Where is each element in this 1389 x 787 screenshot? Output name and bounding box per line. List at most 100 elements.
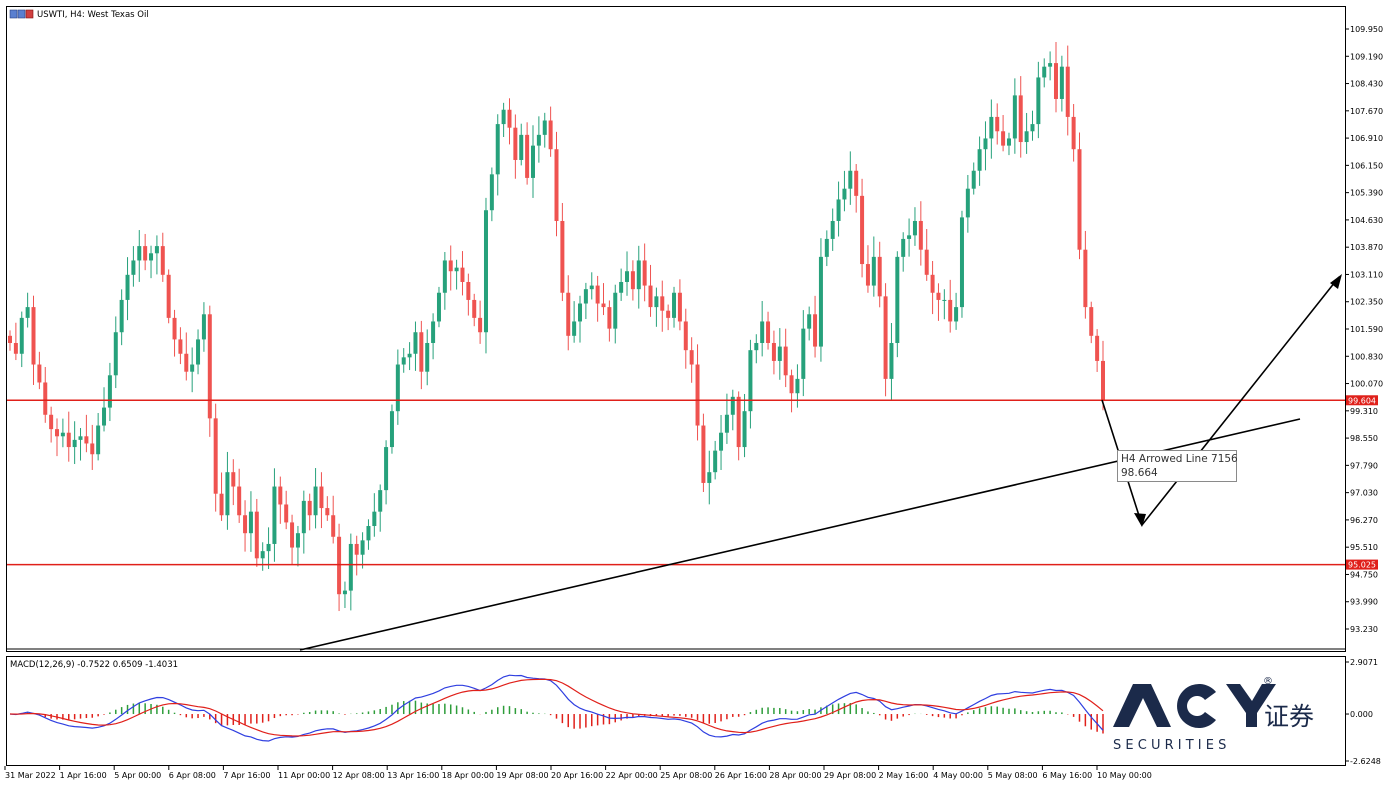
candle	[724, 393, 729, 444]
candle	[231, 459, 236, 506]
candle	[149, 245, 154, 279]
chart-title: USWTI, H4: West Texas Oil	[37, 10, 149, 20]
candle	[948, 279, 953, 333]
candle-body	[895, 256, 900, 343]
candle	[360, 532, 365, 569]
candle-body	[648, 285, 653, 308]
level-price-label: 95.025	[1348, 561, 1376, 570]
candle-body	[689, 350, 694, 365]
candle	[989, 99, 994, 159]
time-label: 6 Apr 08:00	[169, 771, 216, 780]
candle-body	[219, 493, 224, 516]
levels-layer: 99.604 95.025	[7, 395, 1378, 570]
candle-body	[1012, 95, 1017, 139]
candle-body	[96, 425, 101, 455]
candle	[225, 451, 230, 530]
candle	[1042, 58, 1047, 88]
candle-body	[871, 256, 876, 286]
price-label: 103.870	[1350, 243, 1383, 252]
candle	[266, 527, 271, 570]
level-price-tag	[1346, 559, 1378, 570]
candle-body	[801, 328, 806, 379]
candle-body	[795, 378, 800, 394]
candle	[207, 305, 212, 437]
candle-body	[842, 188, 847, 200]
candle	[548, 106, 553, 157]
candle-body	[977, 149, 982, 171]
candle-body	[912, 220, 917, 236]
candle-body	[1083, 249, 1088, 308]
candle-body	[55, 429, 60, 437]
price-label: 97.790	[1350, 461, 1378, 470]
candle-body	[466, 281, 471, 300]
candle-body	[830, 220, 835, 239]
candle-body	[613, 292, 618, 329]
price-axis: 109.950 109.190 108.430 107.670 106.910 106.1…	[1350, 25, 1383, 634]
candle-body	[536, 134, 541, 146]
candle-body	[137, 246, 142, 261]
candle	[930, 260, 935, 315]
candle	[883, 283, 888, 397]
candle-body	[965, 188, 970, 218]
candle-body	[384, 447, 389, 491]
candle-body	[260, 551, 265, 559]
candle-body	[578, 303, 583, 322]
candle	[31, 295, 36, 385]
candle-body	[248, 511, 253, 534]
candle	[254, 498, 259, 567]
candle	[742, 393, 747, 458]
candle-body	[1042, 66, 1047, 78]
candle-body	[760, 321, 765, 343]
candle-body	[959, 217, 964, 308]
candle	[431, 313, 436, 360]
candle-body	[125, 274, 130, 300]
candle-body	[154, 246, 159, 254]
candle-body	[1095, 335, 1100, 361]
candle-body	[589, 285, 594, 290]
candle	[107, 362, 112, 422]
candle-body	[736, 396, 741, 448]
candle	[907, 218, 912, 257]
candle	[707, 450, 712, 505]
candle	[936, 283, 941, 321]
candle-body	[771, 342, 776, 361]
candle-body	[372, 511, 377, 527]
candle-body	[201, 314, 206, 340]
candle-body	[13, 342, 18, 354]
price-label: 96.270	[1350, 516, 1378, 525]
candle	[448, 245, 453, 291]
time-label: 13 Apr 16:00	[387, 771, 439, 780]
candle-body	[672, 292, 677, 318]
candle-body	[548, 120, 553, 150]
candle-body	[102, 407, 107, 426]
candle	[795, 364, 800, 408]
candle	[1077, 132, 1082, 260]
candle-body	[401, 357, 406, 365]
candle	[454, 259, 459, 290]
candle	[102, 387, 107, 432]
candle	[190, 347, 195, 393]
candle	[554, 131, 559, 237]
price-label: 93.230	[1350, 625, 1378, 634]
candle	[378, 484, 383, 532]
candle-body	[930, 274, 935, 293]
candle	[1083, 230, 1088, 319]
candle	[871, 236, 876, 297]
candle	[666, 304, 671, 331]
candle	[178, 327, 183, 365]
candle	[766, 311, 771, 350]
candle	[113, 316, 118, 389]
candle-body	[954, 307, 959, 322]
candle	[395, 349, 400, 425]
candle	[607, 300, 612, 342]
candle-body	[295, 533, 300, 548]
candle	[830, 208, 835, 251]
candle	[243, 500, 248, 552]
candle-body	[707, 472, 712, 483]
candle-body	[419, 332, 424, 372]
candle	[196, 329, 201, 375]
candle-body	[460, 267, 465, 282]
candle-body	[989, 116, 994, 139]
price-label: 97.030	[1350, 489, 1378, 498]
